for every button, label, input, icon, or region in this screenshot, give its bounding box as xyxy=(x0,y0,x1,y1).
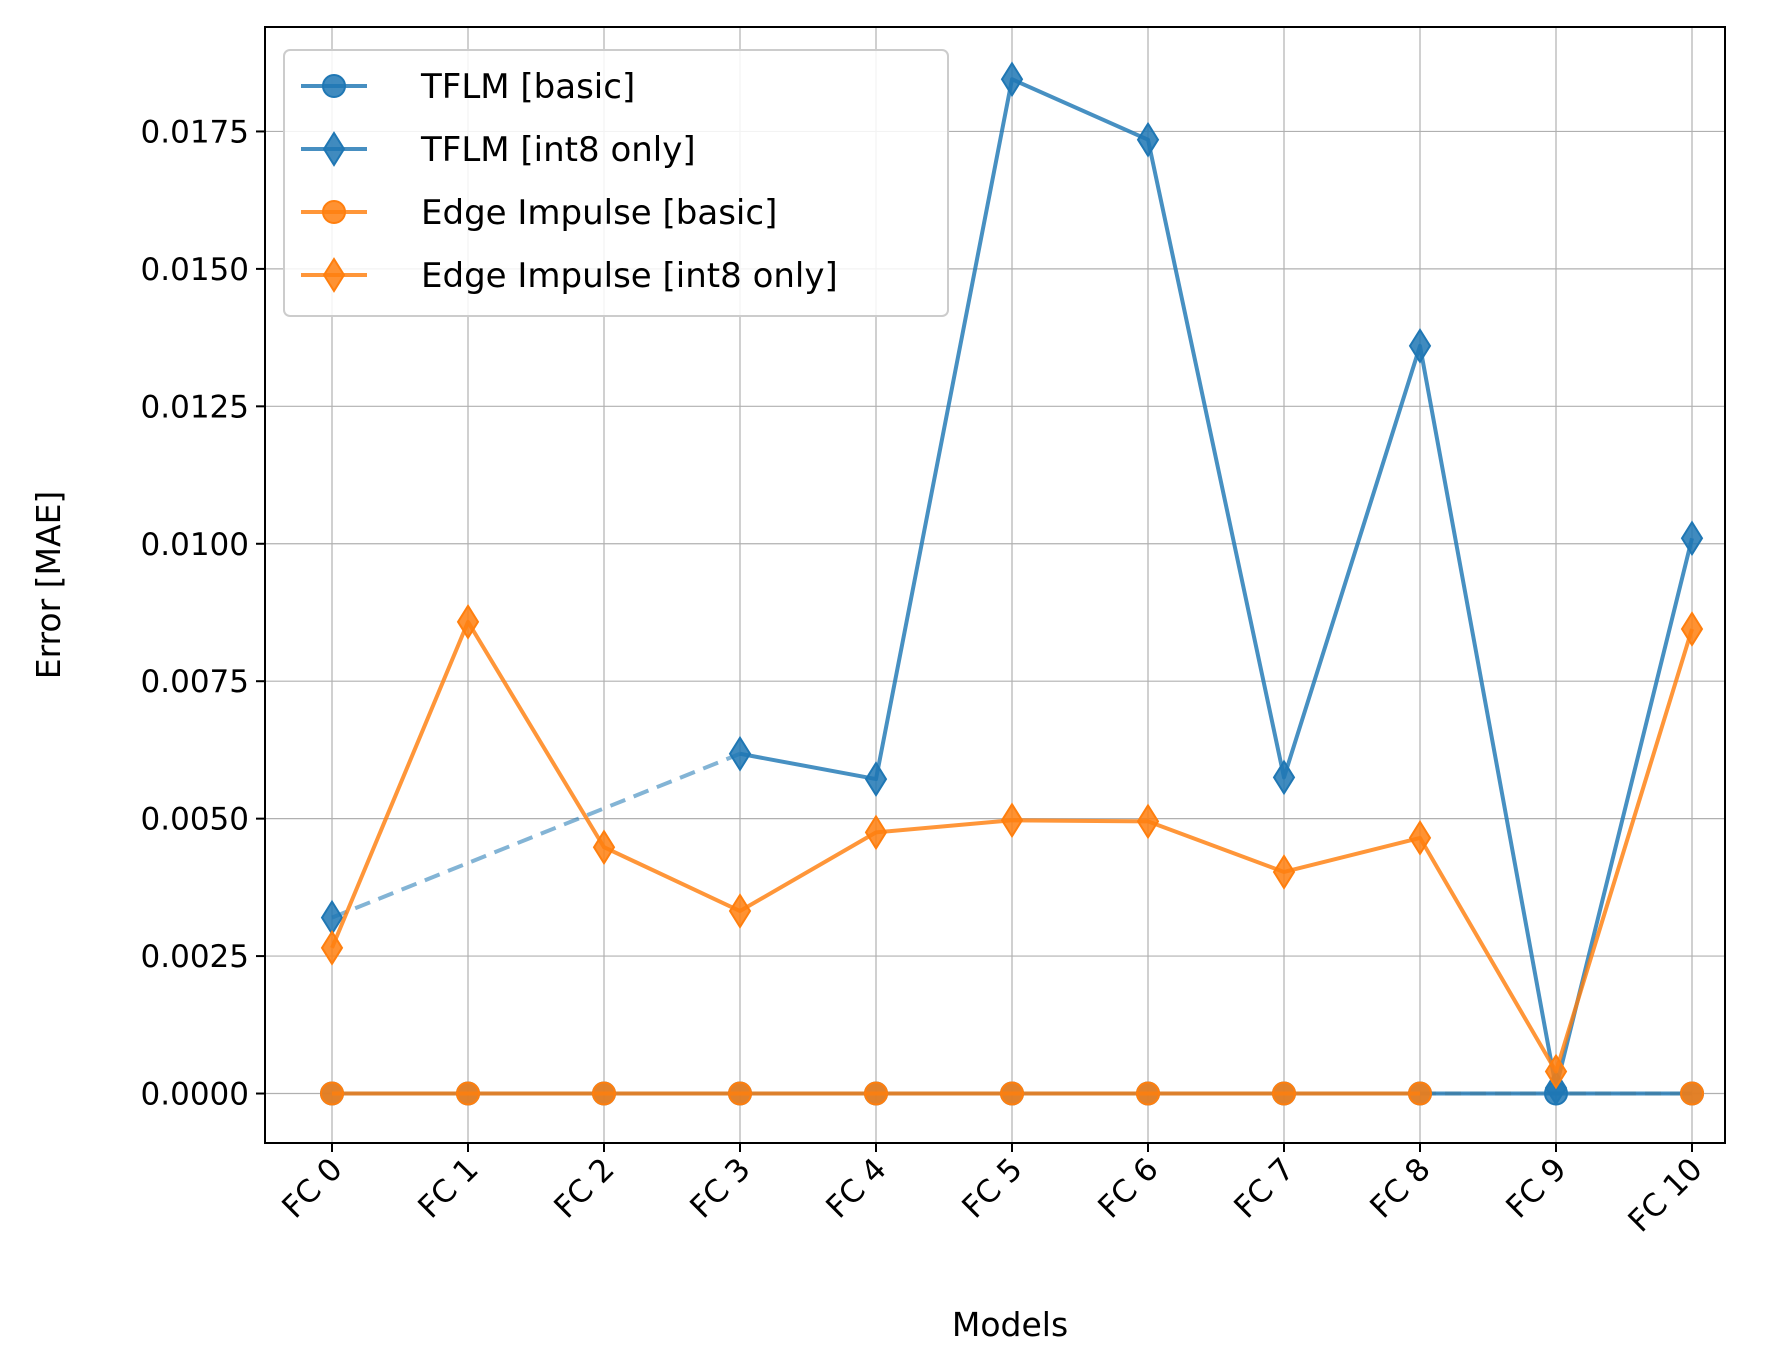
y-tick-label: 0.0175 xyxy=(141,114,249,150)
legend-marker xyxy=(322,74,346,98)
data-point xyxy=(728,1081,752,1106)
data-point xyxy=(1680,611,1704,647)
legend-item-edge-impulse-basic: Edge Impulse [basic] xyxy=(301,193,777,233)
x-axis-label: Models xyxy=(952,1305,1068,1344)
y-tick-label: 0.0075 xyxy=(141,664,249,700)
y-tick-label: 0.0125 xyxy=(141,389,249,425)
y-axis-label: Error [MAE] xyxy=(29,491,68,680)
series-edge-impulse-basic xyxy=(320,1081,1704,1106)
data-point xyxy=(1000,1081,1024,1106)
data-point xyxy=(728,893,752,929)
y-tick-label: 0.0050 xyxy=(141,802,249,838)
legend-item-tflm-int8-only: TFLM [int8 only] xyxy=(301,130,696,170)
plot-frame xyxy=(264,26,1726,1144)
data-point xyxy=(728,735,752,772)
data-point xyxy=(1136,1081,1160,1106)
data-point xyxy=(320,1081,344,1106)
data-point xyxy=(1680,1081,1704,1106)
legend-label: TFLM [basic] xyxy=(420,67,635,107)
legend-marker xyxy=(322,131,346,167)
data-point xyxy=(1136,803,1160,840)
data-point xyxy=(1000,802,1024,839)
data-point xyxy=(592,829,616,866)
data-point xyxy=(1272,854,1296,890)
legend: TFLM [basic] TFLM [int8 only] Edge Impulse… xyxy=(283,49,949,317)
series-line xyxy=(739,77,1694,1091)
legend-marker xyxy=(322,200,346,224)
data-point xyxy=(864,761,888,797)
legend-label: Edge Impulse [int8 only] xyxy=(421,256,838,296)
y-tick-label: 0.0150 xyxy=(141,252,249,288)
data-point xyxy=(1408,1081,1432,1106)
data-point xyxy=(592,1081,616,1106)
series-edge-impulse-int8-only xyxy=(320,603,1704,1090)
legend-marker xyxy=(322,257,346,293)
data-point xyxy=(1680,520,1704,557)
legend-label: TFLM [int8 only] xyxy=(420,130,696,170)
legend-box xyxy=(283,49,949,317)
y-tick-label: 0.0000 xyxy=(141,1077,249,1113)
data-point xyxy=(456,603,480,640)
y-tick-label: 0.0025 xyxy=(141,939,249,975)
data-point xyxy=(1272,759,1296,796)
data-point xyxy=(1272,1081,1296,1106)
y-tick-label: 0.0100 xyxy=(141,527,249,563)
data-point xyxy=(1544,1053,1568,1090)
data-point xyxy=(320,929,344,966)
data-point xyxy=(864,1081,888,1106)
legend-item-edge-impulse-int8-only: Edge Impulse [int8 only] xyxy=(301,256,838,296)
series-group xyxy=(320,61,1704,1106)
data-point xyxy=(1000,61,1024,98)
data-point xyxy=(1408,819,1432,856)
data-point xyxy=(864,814,888,851)
legend-label: Edge Impulse [basic] xyxy=(421,193,777,233)
data-point xyxy=(1136,121,1160,158)
data-point xyxy=(456,1081,480,1106)
legend-item-tflm-basic: TFLM [basic] xyxy=(301,67,635,107)
data-point xyxy=(1408,327,1432,364)
